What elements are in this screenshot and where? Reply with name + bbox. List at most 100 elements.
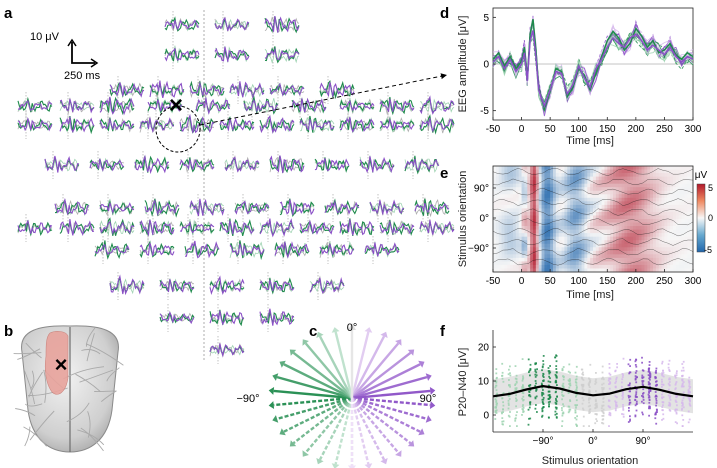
heatmap-cell bbox=[587, 250, 591, 255]
heatmap-cell bbox=[558, 204, 562, 209]
heatmap-cell bbox=[538, 194, 542, 199]
scatter-point bbox=[522, 410, 525, 413]
heatmap-cell bbox=[501, 215, 505, 220]
heatmap-cell bbox=[558, 236, 562, 241]
heatmap-cell bbox=[678, 176, 682, 181]
heatmap-cell bbox=[641, 261, 645, 266]
heatmap-cell bbox=[610, 247, 614, 252]
scatter-point bbox=[682, 397, 685, 399]
scatter-point bbox=[575, 418, 578, 421]
heatmap-cell bbox=[678, 211, 682, 216]
scatter-point bbox=[535, 404, 537, 406]
eeg-trace bbox=[404, 158, 440, 172]
heatmap-cell bbox=[533, 194, 537, 199]
heatmap-cell bbox=[650, 229, 654, 234]
heatmap-cell bbox=[498, 190, 502, 195]
heatmap-cell bbox=[558, 197, 562, 202]
heatmap-cell bbox=[544, 166, 548, 170]
heatmap-cell bbox=[684, 222, 688, 227]
orientation-arrow bbox=[302, 397, 353, 457]
heatmap-cell bbox=[653, 201, 657, 206]
heatmap-cell bbox=[493, 190, 497, 195]
heatmap-cell bbox=[555, 169, 560, 174]
eeg-trace bbox=[419, 220, 455, 236]
heatmap-cell bbox=[573, 166, 577, 170]
heatmap-cell bbox=[681, 243, 685, 248]
heatmap-cell bbox=[638, 233, 642, 238]
heatmap-cell bbox=[501, 197, 505, 202]
heatmap-cell bbox=[495, 180, 500, 185]
eeg-trace bbox=[144, 199, 180, 217]
scatter-point bbox=[641, 356, 643, 359]
heatmap-cell bbox=[650, 268, 654, 273]
heatmap-cell bbox=[581, 201, 585, 206]
heatmap-cell bbox=[498, 169, 502, 174]
heatmap-cell bbox=[687, 176, 691, 181]
heatmap-cell bbox=[655, 243, 660, 248]
heatmap-cell bbox=[555, 201, 560, 206]
scatter-point bbox=[609, 412, 612, 415]
panel-d-eeg-chart: -50 0 50 100 150 200 250 300-505 Time [ms] EEG … bbox=[457, 7, 702, 147]
heatmap-cell bbox=[681, 226, 685, 230]
heatmap-cell bbox=[555, 211, 560, 216]
scatter-point bbox=[582, 389, 585, 391]
heatmap-cell bbox=[501, 190, 505, 195]
heatmap-cell bbox=[618, 268, 622, 273]
heatmap-cell bbox=[650, 190, 654, 195]
heatmap-cell bbox=[610, 208, 614, 213]
heatmap-cell bbox=[558, 268, 562, 273]
heatmap-cell bbox=[541, 247, 545, 252]
heatmap-cell bbox=[673, 219, 677, 223]
eeg-trace bbox=[214, 49, 250, 62]
heatmap-cell bbox=[604, 211, 608, 216]
gyrus bbox=[77, 429, 105, 446]
heatmap-cell bbox=[593, 215, 597, 220]
heatmap-cell bbox=[510, 243, 514, 248]
scatter-point bbox=[622, 394, 624, 396]
electrode-channel bbox=[109, 272, 145, 300]
heatmap-cell bbox=[524, 219, 528, 223]
heatmap-cell bbox=[655, 215, 660, 220]
heatmap-cell bbox=[498, 261, 502, 266]
heatmap-cell bbox=[690, 208, 694, 213]
heatmap-cell bbox=[598, 250, 602, 255]
heatmap-cell bbox=[675, 204, 680, 209]
heatmap-cell bbox=[604, 236, 608, 241]
heatmap-cell bbox=[550, 243, 554, 248]
x-axis-label: Time [ms] bbox=[566, 135, 614, 147]
heatmap-cell bbox=[504, 215, 508, 220]
scatter-point bbox=[595, 378, 597, 381]
heatmap-cell bbox=[661, 169, 665, 174]
scatter-point bbox=[660, 383, 663, 386]
heatmap-cell bbox=[573, 183, 577, 188]
scatter-point bbox=[668, 397, 671, 399]
heatmap-cell bbox=[578, 226, 582, 230]
scatter-point bbox=[555, 399, 557, 402]
heatmap-cell bbox=[524, 222, 528, 227]
heatmap-cell bbox=[501, 201, 505, 206]
heatmap-cell bbox=[501, 219, 505, 223]
heatmap-cell bbox=[604, 264, 608, 269]
heatmap-cell bbox=[615, 187, 620, 192]
heatmap-cell bbox=[521, 254, 525, 259]
heatmap-cell bbox=[653, 247, 657, 252]
heatmap-cell bbox=[593, 204, 597, 209]
heatmap-cell bbox=[673, 183, 677, 188]
heatmap-cell bbox=[544, 226, 548, 230]
heatmap-cell bbox=[610, 236, 614, 241]
heatmap-cell bbox=[624, 183, 628, 188]
heatmap-cell bbox=[538, 197, 542, 202]
heatmap-cell bbox=[650, 236, 654, 241]
scatter-point bbox=[594, 383, 597, 385]
heatmap-cell bbox=[687, 208, 691, 213]
scatter-point bbox=[628, 396, 630, 399]
heatmap-cell bbox=[498, 204, 502, 209]
scatter-point bbox=[688, 402, 691, 405]
heatmap-cell bbox=[513, 236, 517, 241]
heatmap-cell bbox=[584, 190, 588, 195]
heatmap-cell bbox=[535, 211, 540, 216]
heatmap-cell bbox=[644, 190, 648, 195]
heatmap-cell bbox=[667, 187, 671, 192]
scatter-point bbox=[522, 375, 524, 378]
heatmap-cell bbox=[524, 268, 528, 273]
